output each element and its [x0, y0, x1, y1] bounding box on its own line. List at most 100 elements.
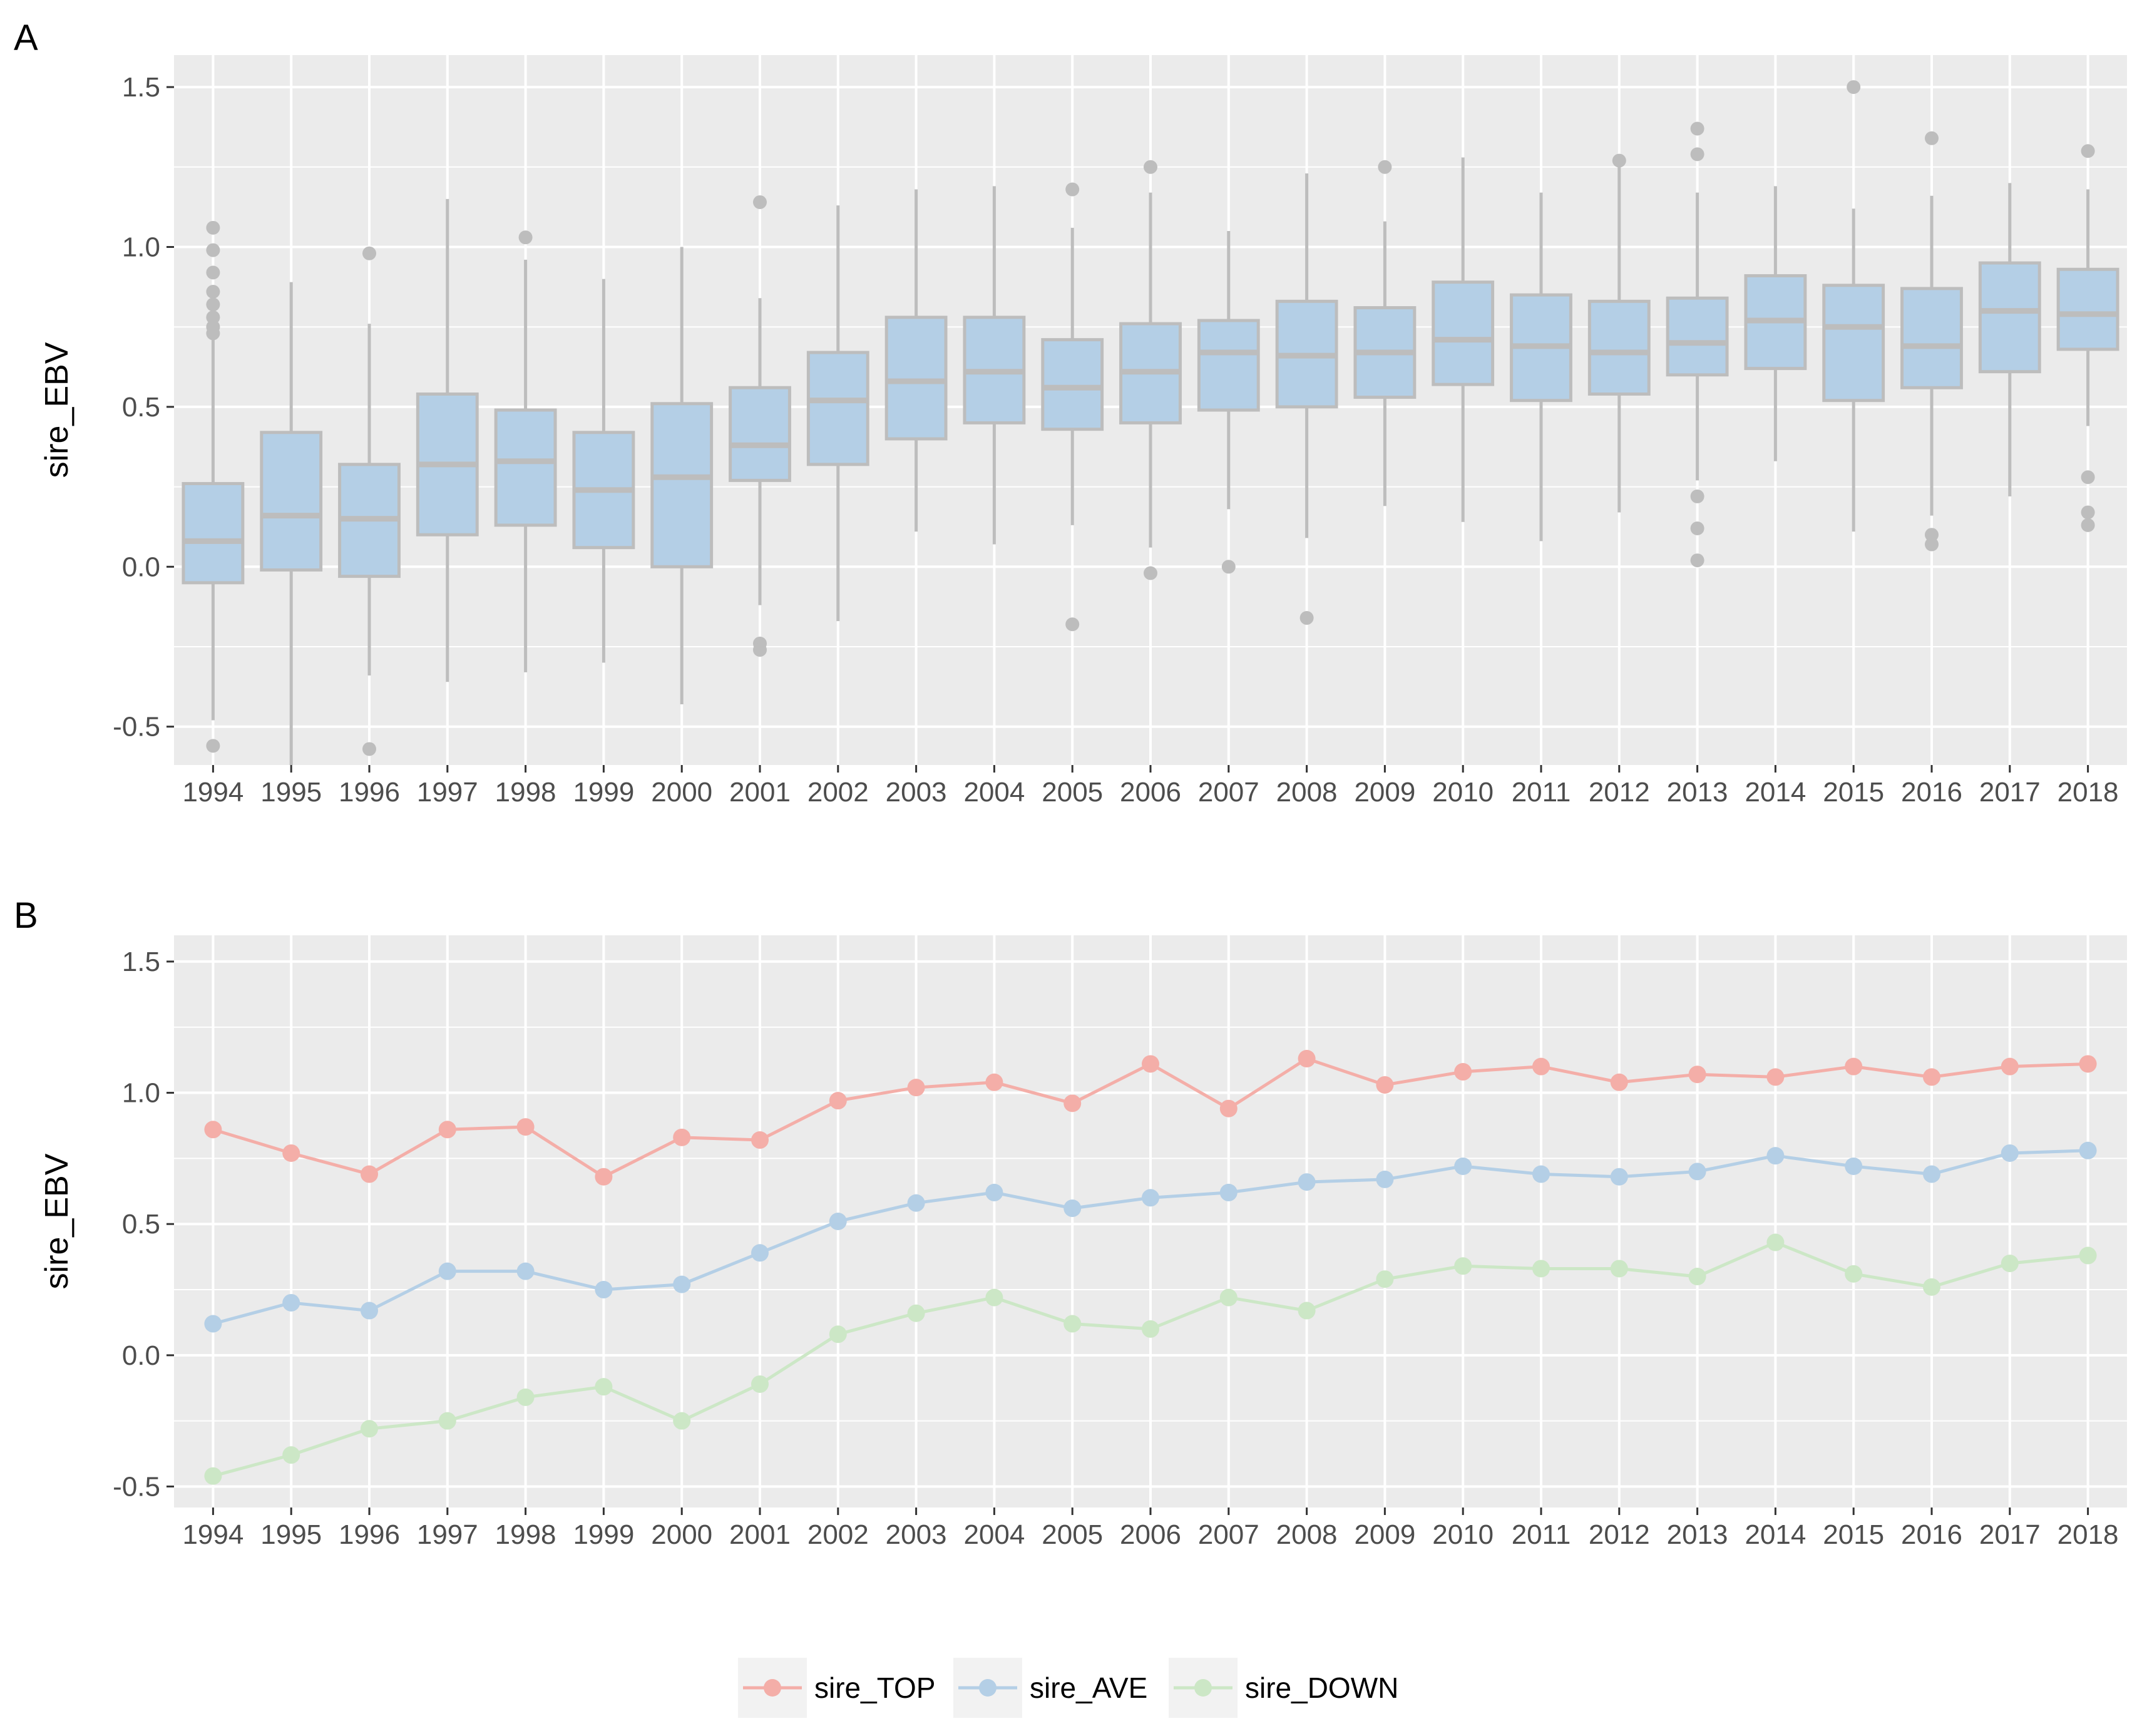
panel-a-x-tick-label: 2013 — [1667, 777, 1728, 808]
outlier-point — [1847, 80, 1861, 95]
panel-a-x-tick-label: 2009 — [1354, 777, 1415, 808]
outlier-point — [1925, 131, 1939, 145]
panel-a-x-tick-label: 2006 — [1120, 777, 1181, 808]
box-2000 — [650, 247, 714, 704]
data-point — [1610, 1260, 1628, 1278]
data-point — [1532, 1165, 1550, 1183]
data-point — [282, 1293, 300, 1312]
box-2013 — [1666, 121, 1729, 568]
panel-a-x-tick-label: 2018 — [2058, 777, 2119, 808]
box-2008 — [1275, 173, 1338, 625]
data-point — [1766, 1068, 1785, 1086]
panel-a-y-tick-label: 0.5 — [122, 392, 160, 423]
data-point — [1923, 1278, 1940, 1296]
box-2017 — [1978, 183, 2041, 496]
data-point — [673, 1128, 691, 1146]
outlier-point — [1925, 528, 1939, 542]
box-iqr — [1900, 287, 1963, 389]
outlier-point — [1144, 160, 1157, 174]
outlier-point — [2081, 144, 2095, 158]
data-point — [1688, 1163, 1706, 1181]
data-point — [1923, 1068, 1940, 1086]
data-point — [438, 1412, 456, 1430]
data-point — [2001, 1144, 2019, 1162]
box-iqr — [1197, 319, 1260, 412]
outlier-point — [2081, 470, 2095, 485]
panel-b-lineplot: -0.5 0.0 0.5 1.0 1.5 1994 1995 1996 1997 1998 1999… — [39, 935, 2127, 1550]
box-2015 — [1822, 80, 1885, 532]
data-point — [1845, 1157, 1863, 1175]
box-2004 — [963, 186, 1026, 545]
outlier-point — [2081, 505, 2095, 520]
data-point — [204, 1121, 222, 1139]
data-point — [985, 1073, 1003, 1091]
panel-a-x-tick-label: 2008 — [1276, 777, 1338, 808]
box-iqr — [494, 408, 557, 527]
outlier-point — [206, 285, 220, 299]
outlier-point — [206, 297, 220, 312]
outlier-point — [206, 310, 220, 324]
panel-b-x-tick-label: 2000 — [651, 1519, 712, 1550]
box-1999 — [572, 279, 635, 663]
panel-b-y-tick-label: -0.5 — [113, 1471, 160, 1502]
box-2011 — [1510, 192, 1572, 542]
legend-item-sire_AVE: sire_AVE — [953, 1658, 1147, 1718]
data-point — [829, 1325, 847, 1343]
box-iqr — [182, 481, 245, 585]
data-point — [1688, 1268, 1706, 1286]
panel-a-x-tick-label: 2015 — [1823, 777, 1884, 808]
box-iqr — [806, 351, 869, 466]
panel-b-x-tick-label: 2011 — [1512, 1519, 1571, 1550]
outlier-point — [753, 643, 767, 657]
outlier-point — [1690, 489, 1704, 503]
panel-b-y-tick-label: 0.0 — [122, 1340, 160, 1371]
data-point — [516, 1118, 535, 1136]
outlier-point — [1612, 153, 1626, 168]
outlier-point — [1144, 566, 1157, 580]
panel-a-y-tick-label: 1.0 — [122, 232, 160, 262]
panel-a-x-tick-label: 2001 — [729, 777, 791, 808]
data-point — [595, 1281, 613, 1299]
data-point — [1766, 1147, 1785, 1165]
outlier-point — [1299, 611, 1314, 625]
panel-a-x-tick-label: 1997 — [417, 777, 478, 808]
panel-b-y-tick-label: 1.5 — [122, 947, 160, 977]
data-point — [1532, 1057, 1550, 1076]
box-1994 — [182, 220, 245, 753]
panel-a-x-tick-label: 2000 — [651, 777, 712, 808]
outlier-point — [1690, 521, 1704, 535]
legend: sire_TOP sire_AVE sire_DOWN — [738, 1658, 1398, 1718]
legend-item-sire_DOWN: sire_DOWN — [1169, 1658, 1398, 1718]
panel-b-x-tick-label: 2009 — [1354, 1519, 1415, 1550]
panel-a-y-tick-label: 0.0 — [122, 552, 160, 582]
data-point — [2079, 1246, 2097, 1265]
panel-a-x-tick-label: 1999 — [573, 777, 634, 808]
panel-a-x-tick-label: 2014 — [1745, 777, 1806, 808]
panel-a-x-tick-label: 1998 — [495, 777, 556, 808]
box-1995 — [260, 282, 323, 765]
panel-b-x-tick-label: 2017 — [1979, 1519, 2041, 1550]
outlier-point — [1221, 560, 1236, 574]
data-point — [282, 1144, 300, 1162]
panel-a-x-tick-label: 2012 — [1589, 777, 1650, 808]
data-point — [1845, 1057, 1863, 1076]
panel-a-x-tick-label: 2005 — [1042, 777, 1103, 808]
outlier-point — [206, 739, 220, 753]
box-2002 — [806, 205, 869, 622]
panel-a-x-tick-label: 2011 — [1512, 777, 1571, 808]
box-iqr — [1666, 296, 1729, 377]
data-point — [907, 1194, 925, 1212]
panel-b-x-tick-label: 2014 — [1745, 1519, 1806, 1550]
data-point — [361, 1165, 378, 1183]
panel-a-x-tick-label: 2016 — [1901, 777, 1962, 808]
data-point — [673, 1412, 691, 1430]
panel-a-y-tick-label: 1.5 — [122, 72, 160, 103]
box-iqr — [1041, 338, 1104, 431]
data-point — [282, 1446, 300, 1464]
data-point — [1298, 1173, 1316, 1191]
panel-b-x-tick-label: 2001 — [729, 1519, 791, 1550]
panel-b-x-tick-label: 1994 — [182, 1519, 243, 1550]
legend-key-point — [979, 1679, 997, 1697]
legend-label: sire_AVE — [1030, 1672, 1147, 1704]
